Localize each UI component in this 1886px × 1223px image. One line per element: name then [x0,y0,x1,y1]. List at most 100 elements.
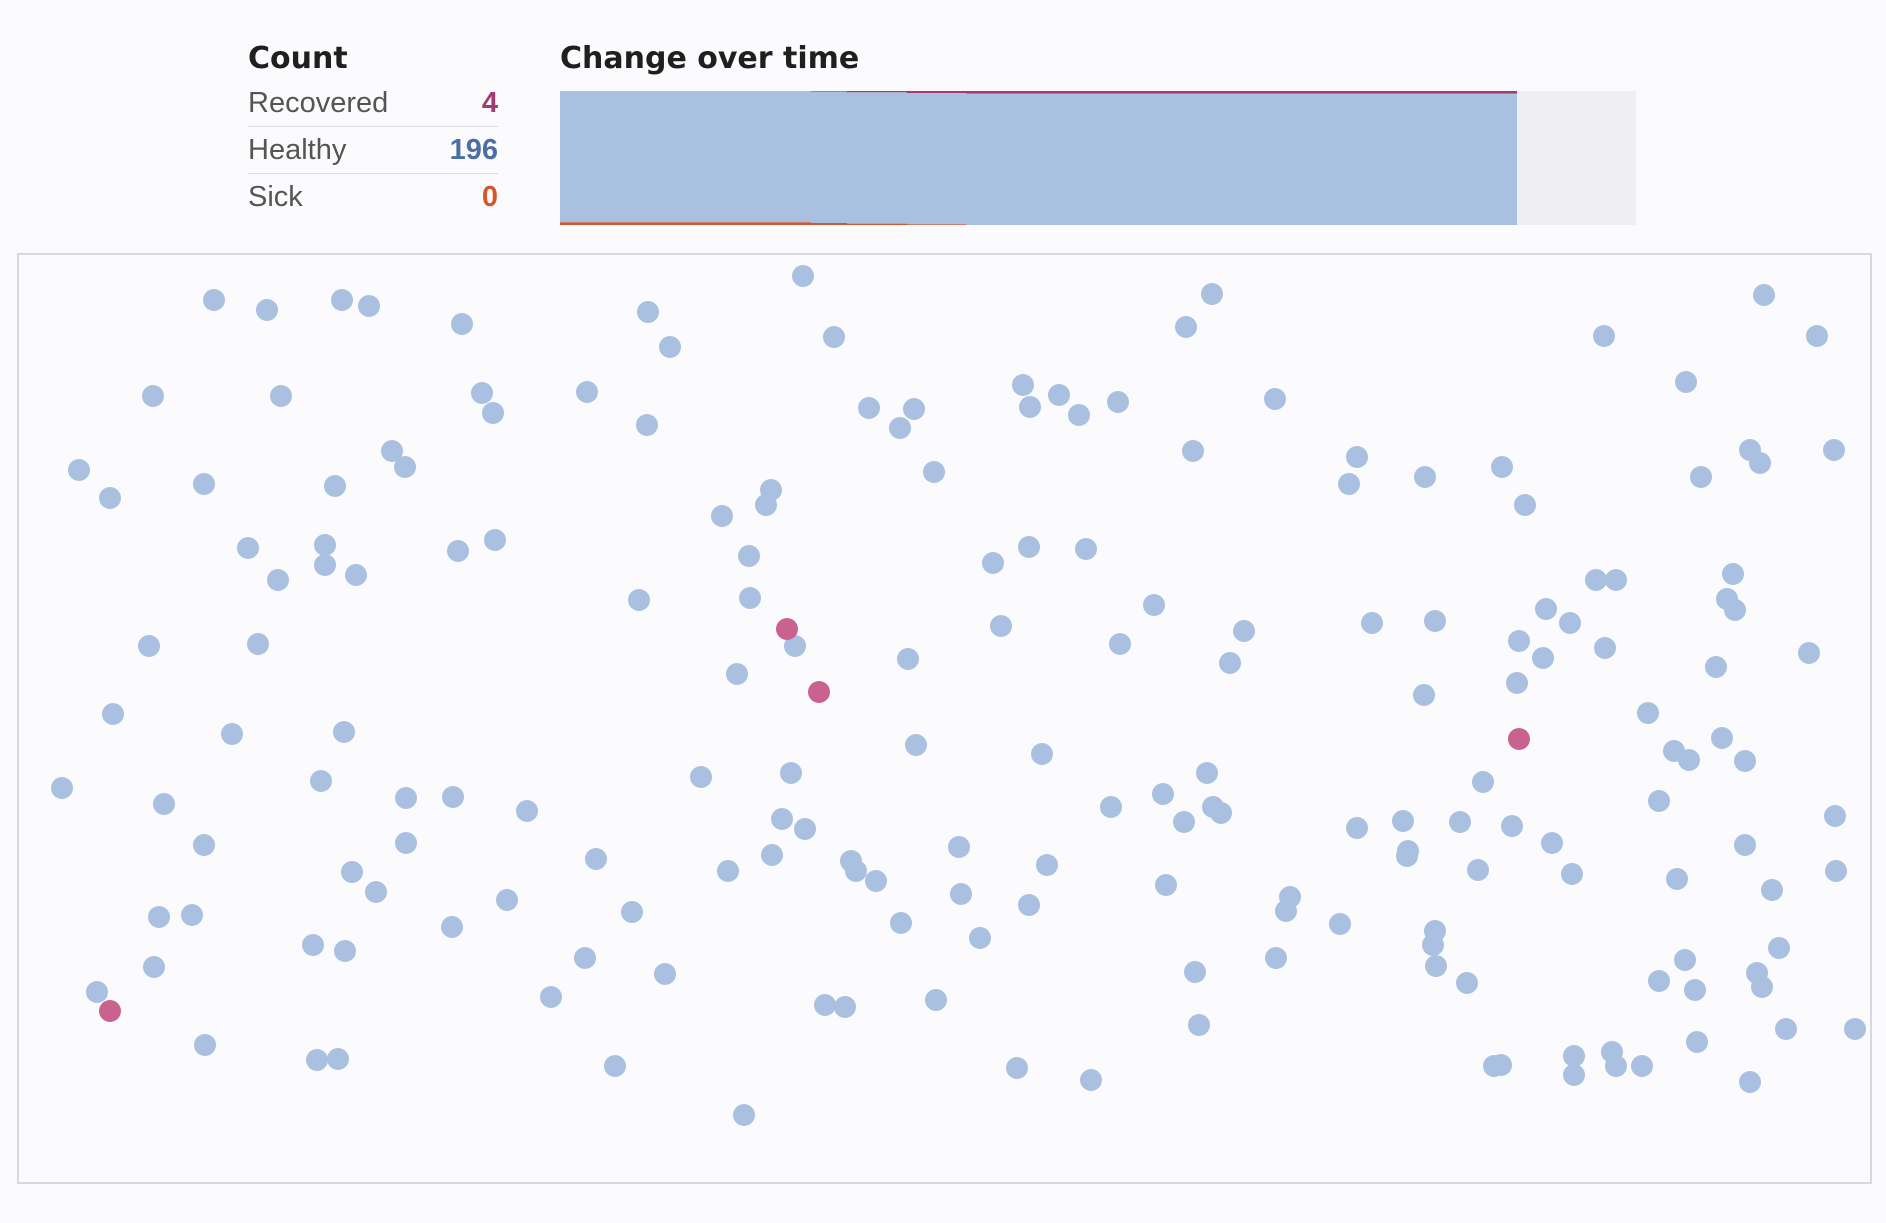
recovered-area [1289,91,1302,94]
recovered-area [1169,91,1183,94]
sick-area [882,223,896,225]
healthy-area [1372,93,1386,225]
recovered-area [1384,91,1398,94]
healthy-person-dot [1532,647,1554,669]
recovered-area [1468,91,1482,94]
healthy-person-dot [1210,802,1232,824]
recovered-area [1253,91,1266,94]
chart-title: Change over time [560,41,860,76]
healthy-person-dot [1080,1069,1102,1091]
healthy-person-dot [1012,374,1034,396]
sick-area [858,223,872,225]
healthy-person-dot [739,587,761,609]
sick-area [691,222,705,225]
healthy-area [1396,93,1410,225]
healthy-person-dot [516,800,538,822]
healthy-person-dot [1422,934,1444,956]
recovered-area [954,91,968,94]
healthy-person-dot [990,615,1012,637]
healthy-person-dot [267,569,289,591]
healthy-person-dot [1844,1018,1866,1040]
healthy-area [1193,93,1207,225]
healthy-person-dot [1739,1071,1761,1093]
sick-area [942,224,956,225]
healthy-person-dot [1346,446,1368,468]
recovered-area [906,91,920,94]
healthy-area [942,93,956,225]
healthy-area [703,91,717,223]
recovered-area [990,91,1003,94]
recovered-area [1217,91,1231,94]
healthy-person-dot [711,505,733,527]
healthy-person-dot [1724,599,1746,621]
healthy-person-dot [1711,727,1733,749]
recovered-area [1408,91,1422,94]
healthy-person-dot [1018,894,1040,916]
healthy-person-dot [194,1034,216,1056]
healthy-person-dot [302,934,324,956]
recovered-area [1181,91,1195,94]
healthy-person-dot [256,299,278,321]
count-row-recovered: Recovered 4 [248,80,498,127]
healthy-person-dot [1768,937,1790,959]
sick-area [894,223,908,225]
healthy-person-dot [451,313,473,335]
healthy-person-dot [1678,749,1700,771]
healthy-person-dot [1338,473,1360,495]
healthy-area [1098,93,1111,225]
simulation-area [17,253,1872,1184]
healthy-person-dot [1594,637,1616,659]
recovered-person-dot [808,681,830,703]
recovered-area [1026,91,1039,94]
recovered-area [1265,91,1278,94]
recovered-area [1098,91,1111,94]
healthy-area [1133,93,1147,225]
healthy-person-dot [1648,790,1670,812]
healthy-person-dot [969,927,991,949]
recovered-area [1420,91,1434,94]
healthy-area [954,93,968,225]
healthy-person-dot [654,963,676,985]
healthy-person-dot [621,901,643,923]
sick-area [751,222,764,225]
healthy-person-dot [1631,1055,1653,1077]
healthy-person-dot [1031,743,1053,765]
recovered-area [846,91,860,93]
healthy-person-dot [142,385,164,407]
change-over-time-chart [560,91,1636,225]
healthy-person-dot [1825,860,1847,882]
healthy-person-dot [923,461,945,483]
healthy-area [787,91,800,223]
healthy-area [823,91,836,223]
healthy-person-dot [1233,620,1255,642]
healthy-person-dot [1019,396,1041,418]
sick-area [667,222,681,225]
healthy-person-dot [333,721,355,743]
healthy-person-dot [726,663,748,685]
healthy-person-dot [604,1055,626,1077]
healthy-person-dot [237,537,259,559]
recovered-area [1325,91,1338,94]
healthy-person-dot [1109,633,1131,655]
healthy-area [1456,93,1470,225]
healthy-area [595,91,609,223]
recovered-area [1337,91,1350,94]
recovered-area [1456,91,1470,94]
healthy-person-dot [1761,879,1783,901]
healthy-person-dot [1048,384,1070,406]
healthy-area [1420,93,1434,225]
healthy-person-dot [270,385,292,407]
healthy-person-dot [482,402,504,424]
healthy-person-dot [1806,325,1828,347]
healthy-person-dot [1361,612,1383,634]
healthy-area [1062,93,1075,225]
healthy-area [966,93,980,225]
healthy-person-dot [484,529,506,551]
sick-area [715,222,728,225]
healthy-person-dot [1605,569,1627,591]
sick-area [655,222,669,225]
healthy-area [560,91,573,223]
healthy-area [667,91,681,223]
healthy-person-dot [845,860,867,882]
healthy-person-dot [1265,947,1287,969]
